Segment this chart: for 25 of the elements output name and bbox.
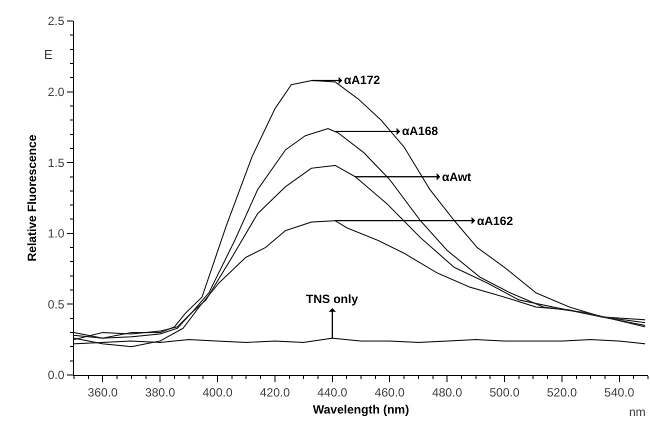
y-tick-label: 0.0 [48,368,65,382]
x-tick-label: 360.0 [88,386,118,400]
y-tick-label: 0.5 [48,297,65,312]
y-tick-label: 2.5 [48,14,65,28]
annotation: TNS only [306,292,358,306]
y-axis-title: Relative Fluorescence [25,134,40,262]
x-tick-label: 380.0 [145,386,176,400]
x-tick-label: 540.0 [604,386,635,400]
x-tick-label: 500.0 [489,386,520,400]
x-axis-title: Wavelength (nm) [312,402,410,416]
annotation: αA168 [402,124,438,138]
text: E [44,47,53,62]
annotation: αAwt [442,170,472,184]
annotation: αA162 [477,214,514,228]
x-tick-label: 520.0 [546,386,578,400]
y-tick-label: 1.0 [48,226,65,241]
x-tick-label: 480.0 [432,386,462,400]
x-tick-label: 440.0 [317,386,348,400]
y-tick-label: 2.0 [48,85,65,99]
x-tick-label: 400.0 [202,386,233,400]
x-tick-label: 420.0 [260,386,290,400]
text: nm [629,405,646,419]
x-tick-label: 460.0 [374,386,406,400]
y-tick-label: 1.5 [48,156,65,170]
annotation: αA172 [344,73,380,87]
